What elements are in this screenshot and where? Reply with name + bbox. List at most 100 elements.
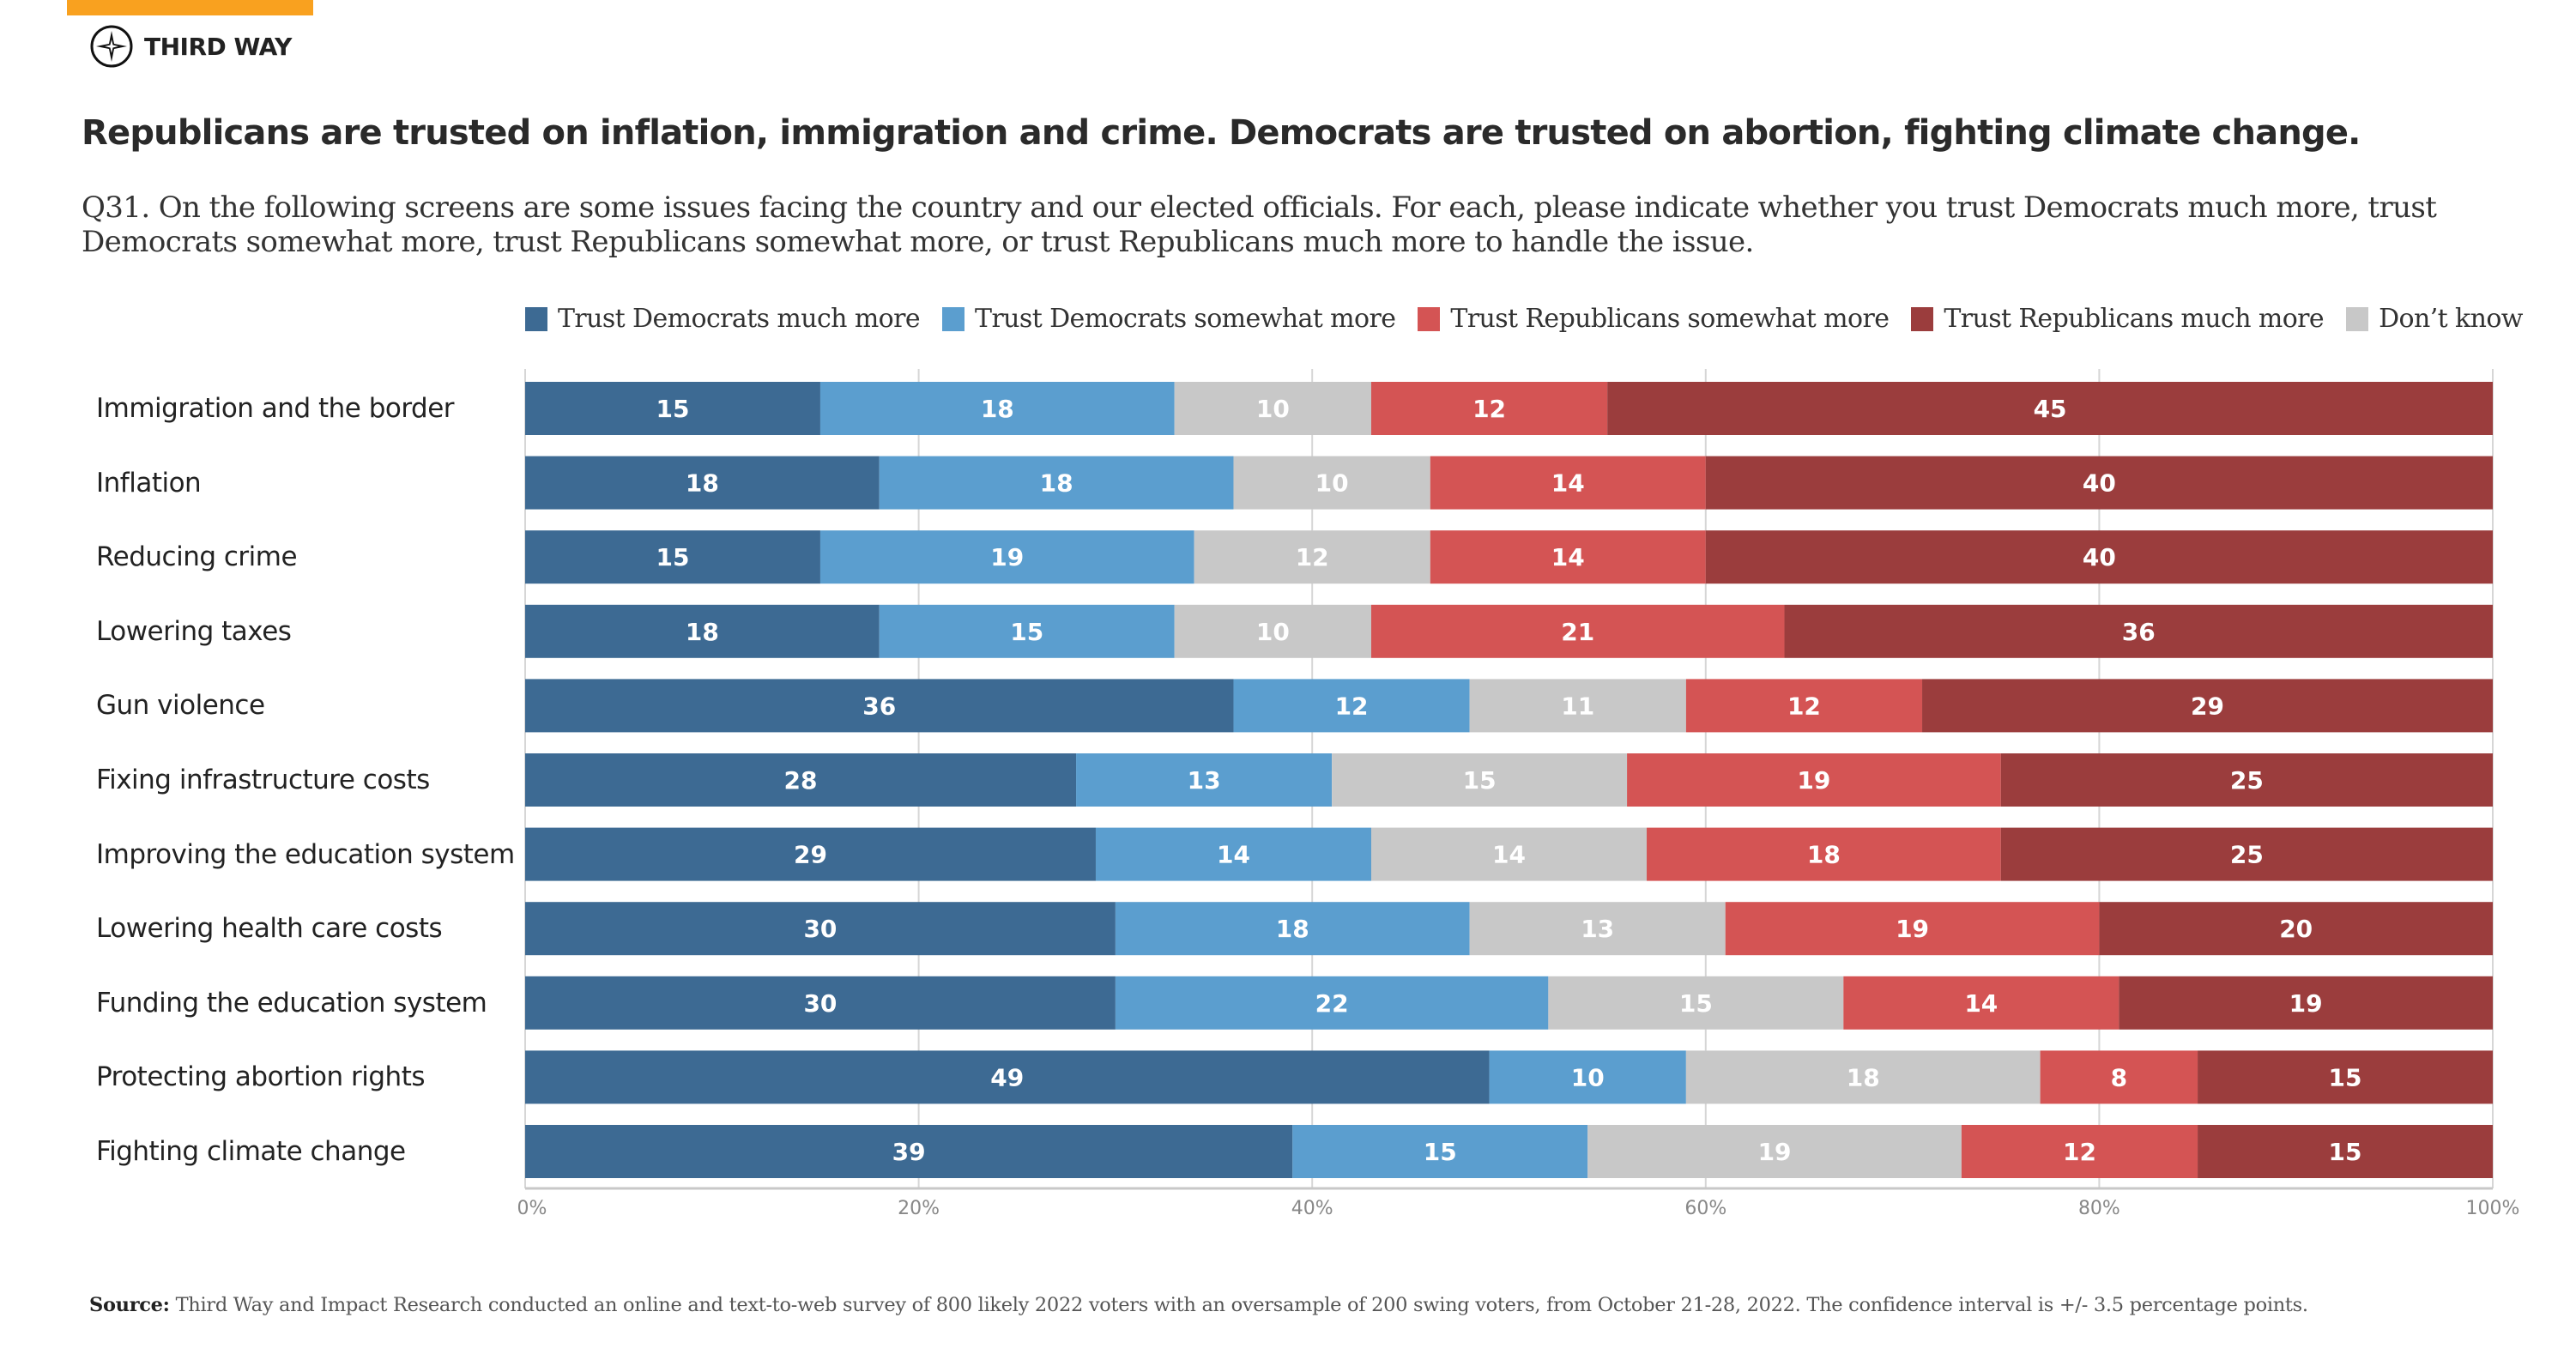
data-label: 15 — [656, 543, 689, 571]
data-label: 15 — [1424, 1138, 1457, 1166]
bar-segment — [1430, 530, 1706, 584]
category-label: Lowering health care costs — [96, 913, 443, 945]
data-label: 18 — [1276, 915, 1309, 943]
data-label: 20 — [2279, 915, 2313, 943]
data-label: 21 — [1561, 618, 1594, 646]
data-label: 39 — [892, 1138, 926, 1166]
category-label: Immigration and the border — [96, 393, 455, 424]
bar-segment — [1332, 753, 1628, 807]
category-label: Gun violence — [96, 690, 265, 722]
category-label: Fixing infrastructure costs — [96, 765, 430, 795]
legend-swatch — [1418, 306, 1441, 331]
bar-segment — [2000, 753, 2493, 807]
data-label: 22 — [1315, 989, 1349, 1018]
bar-segment — [1370, 382, 1608, 435]
bar-segment — [1607, 382, 2493, 435]
bar-segment — [525, 1050, 1490, 1104]
bar-segment — [1115, 976, 1549, 1030]
legend-item: Trust Democrats much more — [525, 304, 921, 334]
data-label: 29 — [794, 841, 827, 869]
category-label: Funding the education system — [96, 987, 487, 1019]
bar-segment — [525, 530, 820, 584]
bar-segment — [1784, 604, 2493, 658]
category-label: Protecting abortion rights — [96, 1061, 426, 1093]
legend-item: Trust Republicans much more — [1911, 304, 2325, 334]
bar-segment — [1115, 902, 1470, 956]
bar-segment — [1370, 604, 1785, 658]
bar-segment — [2198, 1050, 2493, 1104]
legend-label: Don’t know — [2379, 304, 2523, 334]
bar-segment — [2119, 976, 2493, 1030]
bar-segment — [1705, 456, 2493, 510]
legend-swatch — [525, 306, 547, 331]
legend-label: Trust Republicans much more — [1944, 304, 2325, 334]
data-label: 10 — [1315, 469, 1349, 498]
bar-segment — [2000, 827, 2493, 881]
chart-legend: Trust Democrats much more Trust Democrat… — [525, 304, 2523, 334]
data-label: 14 — [1551, 543, 1585, 571]
compass-icon — [90, 25, 133, 68]
data-label: 12 — [1472, 395, 1506, 423]
bar-segment — [1469, 679, 1686, 733]
data-label: 15 — [2329, 1063, 2362, 1091]
legend-item: Trust Democrats somewhat more — [942, 304, 1396, 334]
data-label: 15 — [2329, 1138, 2362, 1166]
bar-segment — [1430, 456, 1706, 510]
bar-segment — [1548, 976, 1844, 1030]
data-label: 18 — [1807, 841, 1841, 869]
source-label: Source: — [89, 1294, 170, 1316]
x-tick-label: 40% — [1291, 1198, 1333, 1219]
data-label: 36 — [2122, 618, 2156, 646]
data-label: 25 — [2230, 841, 2264, 869]
data-label: 14 — [1964, 989, 1998, 1018]
legend-swatch — [2346, 306, 2369, 331]
data-label: 14 — [1217, 841, 1250, 869]
legend-item: Trust Republicans somewhat more — [1418, 304, 1890, 334]
data-label: 18 — [1040, 469, 1073, 498]
x-tick-label: 0% — [517, 1198, 547, 1219]
data-label: 12 — [2063, 1138, 2096, 1166]
bar-segment — [525, 902, 1116, 956]
x-tick-label: 80% — [2078, 1198, 2120, 1219]
data-label: 19 — [1758, 1138, 1792, 1166]
source-note: Source: Third Way and Impact Research co… — [89, 1294, 2308, 1316]
data-label: 18 — [686, 618, 719, 646]
data-label: 14 — [1551, 469, 1585, 498]
bar-segment — [1647, 827, 2001, 881]
data-label: 45 — [2034, 395, 2067, 423]
bar-segment — [1489, 1050, 1686, 1104]
brand-accent-bar — [67, 0, 313, 15]
bar-segment — [525, 976, 1116, 1030]
bar-segment — [1627, 753, 2001, 807]
source-text: Third Way and Impact Research conducted … — [175, 1294, 2309, 1316]
bar-segment — [525, 382, 820, 435]
bar-segment — [525, 827, 1096, 881]
data-label: 28 — [784, 766, 818, 795]
data-label: 15 — [1463, 766, 1497, 795]
category-label: Lowering taxes — [96, 615, 292, 647]
data-label: 12 — [1335, 692, 1369, 720]
bar-segment — [1705, 530, 2493, 584]
bar-segment — [2198, 1125, 2493, 1178]
legend-swatch — [942, 306, 965, 331]
bar-segment — [2040, 1050, 2198, 1104]
bar-segment — [879, 604, 1175, 658]
data-label: 49 — [990, 1063, 1024, 1091]
data-label: 18 — [686, 469, 719, 498]
bar-segment — [1233, 679, 1470, 733]
data-label: 30 — [803, 915, 837, 943]
data-label: 19 — [1797, 766, 1830, 795]
data-label: 15 — [1679, 989, 1713, 1018]
bar-segment — [819, 382, 1175, 435]
data-label: 36 — [862, 692, 896, 720]
category-label: Reducing crime — [96, 541, 298, 573]
bar-segment — [1292, 1125, 1588, 1178]
bar-segment — [1587, 1125, 1962, 1178]
data-label: 18 — [1847, 1063, 1880, 1091]
bar-segment — [1233, 456, 1430, 510]
x-tick-label: 60% — [1684, 1198, 1726, 1219]
data-label: 10 — [1256, 395, 1290, 423]
bar-segment — [879, 456, 1234, 510]
category-label: Improving the education system — [96, 838, 515, 870]
